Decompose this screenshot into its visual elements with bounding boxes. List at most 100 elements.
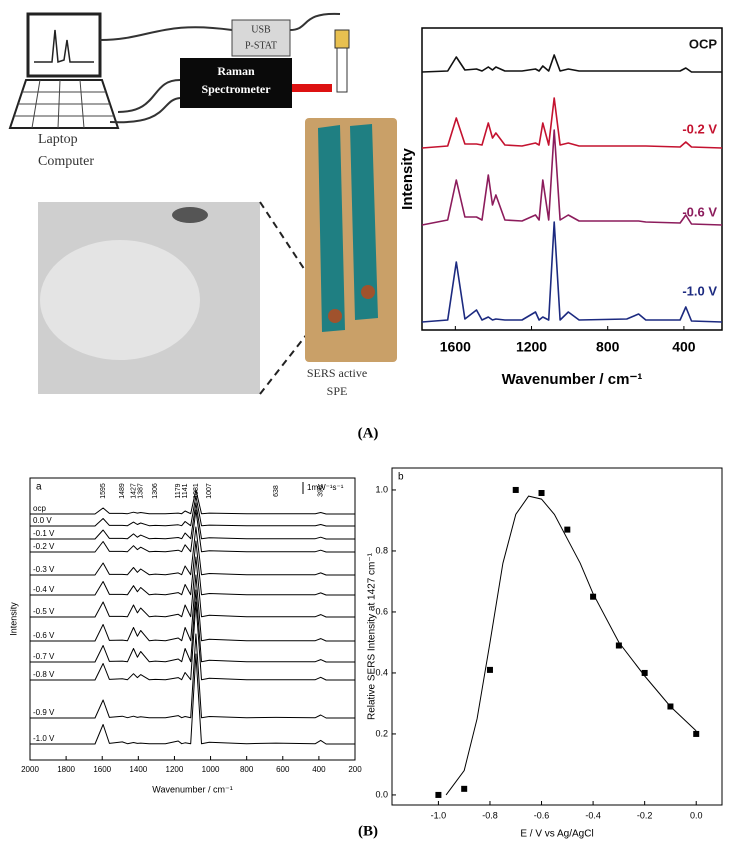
- x-tick-label: 800: [240, 765, 254, 774]
- data-point: [615, 642, 622, 649]
- x-tick-label: 1200: [166, 765, 184, 774]
- peak-label: 1306: [152, 483, 159, 499]
- trace-label: -0.9 V: [33, 708, 55, 717]
- trace-label: OCP: [689, 36, 718, 51]
- spectrum: [30, 601, 355, 681]
- spectrum: [30, 589, 355, 663]
- plot-frame: [29, 477, 356, 761]
- spe-electrode: [328, 309, 342, 323]
- setup-diagram: USB P-STAT Raman Spectrometer Laptop Com…: [8, 12, 397, 398]
- spe-strips: [318, 124, 378, 332]
- trace-label: ocp: [33, 504, 46, 513]
- keyboard-keys: [14, 79, 114, 129]
- y-axis-label: Intensity: [399, 148, 416, 210]
- sem-texture: [40, 240, 200, 360]
- spectrum: [421, 97, 723, 149]
- x-tick-label: 400: [312, 765, 326, 774]
- peak-label: 1007: [206, 483, 213, 499]
- peak-label: 1179: [175, 483, 182, 498]
- scale-bar-label: 1mW⁻¹s⁻¹: [307, 483, 344, 492]
- cell-cap: [334, 29, 350, 49]
- x-axis-label: E / V vs Ag/AgCl: [520, 829, 593, 840]
- sers-label: SERS active: [307, 366, 367, 380]
- spectrum: [30, 502, 355, 540]
- trace-label: 0.0 V: [33, 516, 52, 525]
- spectrum: [30, 633, 355, 719]
- spe-label: SPE: [327, 384, 348, 398]
- x-tick-label: 200: [348, 765, 362, 774]
- spectrum: [30, 540, 355, 596]
- x-tick-label: 400: [672, 339, 696, 355]
- pstat-label: P-STAT: [245, 40, 277, 51]
- panel-label: b: [398, 472, 404, 483]
- spe-electrode: [361, 285, 375, 299]
- peak-label: 638: [273, 485, 280, 497]
- trace-label: -0.6 V: [682, 204, 717, 219]
- y-tick-label: 1.0: [375, 484, 388, 494]
- plot-frame: [391, 467, 723, 806]
- trace-label: -1.0 V: [682, 283, 717, 298]
- raman-label: Raman: [217, 64, 255, 78]
- y-axis-label: Relative SERS Intensity at 1427 cm⁻¹: [367, 552, 378, 720]
- x-tick-label: 600: [276, 765, 290, 774]
- spectrometer-label: Spectrometer: [201, 82, 271, 96]
- peak-label: 1081: [193, 483, 200, 499]
- trace-label: -0.6 V: [33, 631, 55, 640]
- x-tick-label: -1.0: [431, 810, 447, 820]
- data-point: [461, 785, 468, 792]
- spectrum: [30, 495, 355, 527]
- peak-label: 1141: [182, 483, 189, 498]
- trace-label: -0.1 V: [33, 529, 55, 538]
- y-tick-label: 0.8: [375, 545, 388, 555]
- data-point: [486, 666, 493, 673]
- x-tick-label: 800: [596, 339, 620, 355]
- peak-label: 1427: [130, 483, 137, 499]
- data-point: [538, 490, 545, 497]
- x-tick-label: -0.2: [637, 810, 653, 820]
- x-tick-label: 2000: [21, 765, 39, 774]
- x-tick-label: 1600: [93, 765, 111, 774]
- x-tick-label: -0.8: [482, 810, 498, 820]
- spectrum: [421, 54, 722, 73]
- x-tick-label: 1600: [440, 339, 471, 355]
- laptop-spectrum: [34, 29, 94, 64]
- laptop-screen: [26, 12, 102, 78]
- x-tick-label: 0.0: [690, 810, 703, 820]
- data-point: [435, 791, 442, 798]
- fit-curve: [445, 495, 697, 796]
- laser-probe: [292, 84, 332, 92]
- peak-label: 1387: [138, 483, 145, 499]
- computer-label: Computer: [38, 154, 94, 169]
- x-tick-label: -0.4: [585, 810, 601, 820]
- trace-label: -0.4 V: [33, 585, 55, 594]
- spectrometer-box: [180, 58, 292, 108]
- usb-label: USB: [251, 24, 271, 35]
- x-axis-label: Wavenumber / cm⁻¹: [152, 784, 232, 794]
- trace-label: -0.5 V: [33, 607, 55, 616]
- sem-particle: [172, 207, 208, 223]
- x-tick-label: 1800: [57, 765, 75, 774]
- y-tick-label: 0.2: [375, 728, 388, 738]
- x-tick-label: -0.6: [534, 810, 550, 820]
- peak-label: 390: [318, 485, 325, 497]
- data-point: [512, 486, 519, 493]
- y-tick-label: 0.4: [375, 667, 388, 677]
- caption-b: (B): [358, 823, 378, 839]
- x-axis-label: Wavenumber / cm⁻¹: [502, 371, 643, 388]
- y-axis-label: Intensity: [8, 602, 18, 636]
- spectrum: [30, 489, 355, 515]
- y-tick-label: 0.0: [375, 789, 388, 799]
- panel-label: a: [36, 482, 42, 493]
- trace-label: -0.7 V: [33, 652, 55, 661]
- spectrum: [30, 526, 355, 576]
- data-point: [590, 593, 597, 600]
- data-point: [641, 669, 648, 676]
- spectrum: [30, 653, 355, 745]
- plot-frame: [421, 27, 723, 331]
- x-tick-label: 1400: [129, 765, 147, 774]
- data-point: [693, 730, 700, 737]
- peak-label: 1595: [100, 483, 107, 499]
- caption-a: (A): [358, 425, 379, 441]
- trace-label: -0.2 V: [682, 121, 717, 136]
